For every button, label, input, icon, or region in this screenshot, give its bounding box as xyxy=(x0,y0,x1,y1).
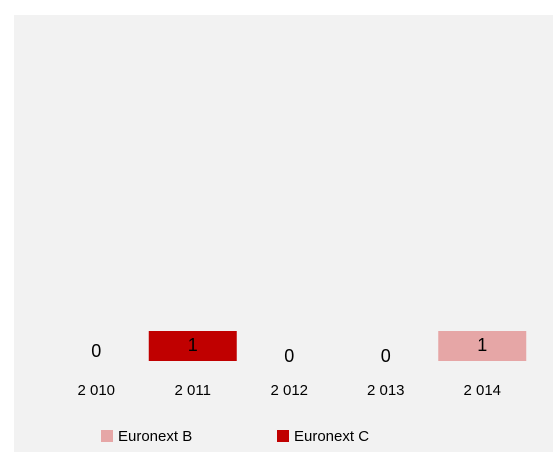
x-tick-label: 2 010 xyxy=(77,382,115,399)
data-label: 1 xyxy=(477,335,487,355)
legend-label: Euronext B xyxy=(118,428,192,445)
data-label: 0 xyxy=(91,341,101,361)
data-label: 0 xyxy=(284,346,294,366)
x-tick-label: 2 012 xyxy=(270,382,308,399)
data-label: 1 xyxy=(188,335,198,355)
plot-background xyxy=(14,15,553,452)
x-tick-label: 2 014 xyxy=(463,382,501,399)
bar-segment xyxy=(438,331,527,361)
x-tick-label: 2 013 xyxy=(367,382,405,399)
x-tick-label: 2 011 xyxy=(175,382,211,399)
legend-swatch xyxy=(101,430,113,442)
data-label: 0 xyxy=(381,346,391,366)
legend-label: Euronext C xyxy=(294,428,369,445)
legend-swatch xyxy=(277,430,289,442)
bar-segment xyxy=(148,331,237,361)
